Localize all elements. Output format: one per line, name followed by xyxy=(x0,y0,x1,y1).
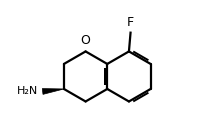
Polygon shape xyxy=(42,89,64,94)
Text: O: O xyxy=(81,34,91,47)
Text: H₂N: H₂N xyxy=(17,87,38,96)
Text: F: F xyxy=(127,16,134,29)
